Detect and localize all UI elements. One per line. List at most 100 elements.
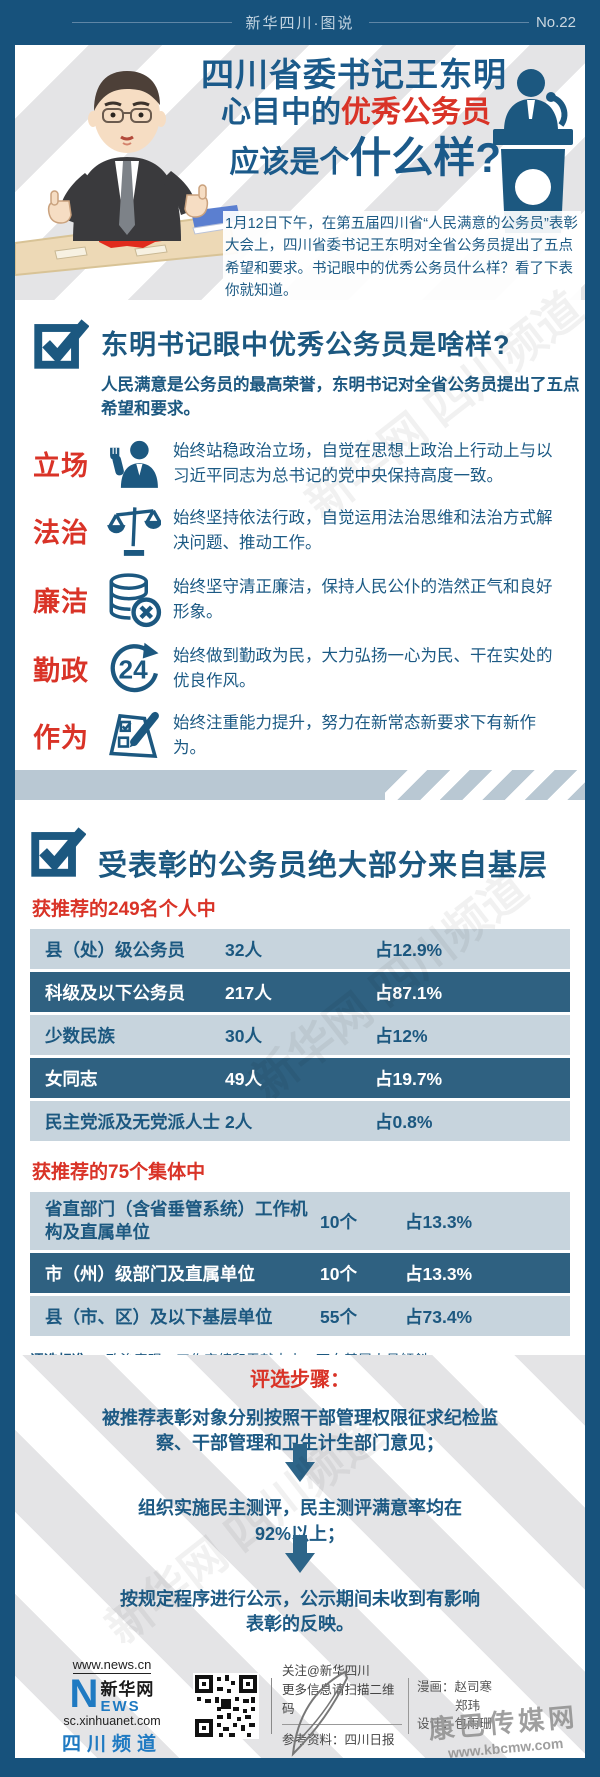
title-highlight: 优秀公务员	[341, 96, 491, 130]
brand-title: 新华四川·图说	[245, 15, 355, 32]
table-row: 科级及以下公务员 217人 占87.1%	[30, 972, 570, 1012]
channel-name: 四川频道	[61, 1734, 162, 1756]
hopes-heading-row: 东明书记眼中优秀公务员是啥样?	[33, 314, 567, 370]
check-square-icon	[34, 319, 89, 369]
news-url: www.news.cn	[72, 1656, 152, 1674]
step-3: 按规定程序进行公示，公示期间未收到有影响表彰的反映。	[120, 1588, 480, 1634]
header-line-left	[71, 22, 232, 23]
svg-text:24: 24	[119, 654, 149, 684]
row-share: 占19.7%	[375, 1068, 443, 1089]
row-count: 55个	[320, 1306, 357, 1327]
clock-24-icon: 24	[105, 641, 163, 697]
hope-label: 立场	[33, 451, 89, 482]
step-1: 被推荐表彰对象分别按照干部管理权限征求纪检监察、干部管理和卫生计生部门意见；	[102, 1408, 498, 1454]
table-row: 县（处）级公务员 32人 占12.9%	[30, 929, 570, 969]
row-share: 占0.8%	[375, 1111, 433, 1132]
list-item: 廉洁 始终坚守清正廉洁，保持人民公仆的浩然正气和良好形象。	[33, 572, 567, 628]
credits-block: 漫画：赵司寒 郑玮 设计：包雨珊	[408, 1677, 493, 1735]
steps-footer-zone: 新华网 四川频道 评选步骤： 被推荐表彰对象分别按照干部管理权限征求纪检监察、干…	[15, 1355, 585, 1758]
steps-title: 评选步骤：	[250, 1369, 350, 1391]
intro-paragraph: 1月12日下午，在第五届四川省“人民满意的公务员”表彰大会上，四川省委书记王东明…	[223, 211, 581, 300]
coins-cross-icon	[105, 572, 163, 628]
hope-text: 始终站稳政治立场，自觉在思想上政治上行动上与以习近平同志为总书记的党中央保持高度…	[173, 442, 553, 485]
hopes-subheading: 人民满意是公务员的最高荣誉，东明书记对全省公务员提出了五点希望和要求。	[101, 376, 580, 418]
row-count: 10个	[320, 1211, 357, 1232]
title-line-1: 四川省委书记王东明	[201, 56, 507, 93]
row-count: 2人	[225, 1111, 253, 1132]
row-label: 民主党派及无党派人士	[45, 1111, 220, 1132]
row-share: 占12.9%	[375, 939, 443, 960]
list-item: 立场 始终站稳政治立场，自觉在思想上政治上行动上与以习近平同志为总书记的党	[33, 438, 567, 490]
arrow-down-icon	[285, 1444, 315, 1483]
hope-label: 勤政	[33, 656, 89, 687]
xinhua-logo: N 新华网 EWS	[37, 1672, 187, 1716]
check-square-icon	[31, 827, 86, 877]
feather-pen-icon	[291, 1670, 349, 1757]
credit-cartoonist-2: 郑玮	[455, 1698, 481, 1713]
stats-section: 新华网 四川频道 受表彰的公务员绝大部分来自基层 获推荐的249名个人中 县（处…	[15, 800, 585, 1410]
table-row: 民主党派及无党派人士 2人 占0.8%	[30, 1101, 570, 1141]
row-count: 30人	[225, 1025, 262, 1046]
credit-cartoonist: 漫画：赵司寒	[417, 1679, 493, 1694]
hope-label: 廉洁	[33, 587, 89, 618]
row-share: 占13.3%	[405, 1211, 473, 1232]
row-share: 占87.1%	[375, 982, 443, 1003]
table-row: 县（市、区）及以下基层单位 55个 占73.4%	[30, 1296, 570, 1336]
content-area: 四川省委书记王东明 心目中的优秀公务员 应该是个什么样? 1月12日下午，在第五…	[15, 45, 592, 1758]
row-label: 女同志	[45, 1068, 98, 1089]
raised-hand-person-icon	[105, 438, 163, 490]
xinhua-n-icon: N	[69, 1672, 99, 1716]
divider-stripes	[385, 770, 585, 800]
stats-heading-row: 受表彰的公务员绝大部分来自基层	[30, 822, 570, 884]
hero-section: 四川省委书记王东明 心目中的优秀公务员 应该是个什么样? 1月12日下午，在第五…	[15, 45, 585, 300]
table-row: 少数民族 30人 占12%	[30, 1015, 570, 1055]
row-share: 占73.4%	[405, 1306, 473, 1327]
hope-text: 始终坚守清正廉洁，保持人民公仆的浩然正气和良好形象。	[173, 578, 553, 621]
hopes-list: 立场 始终站稳政治立场，自觉在思想上政治上行动上与以习近平同志为总书记的党	[33, 438, 567, 762]
row-label: 科级及以下公务员	[45, 982, 185, 1003]
group2-title: 获推荐的75个集体中	[32, 1162, 206, 1183]
row-count: 10个	[320, 1263, 357, 1284]
group1-title: 获推荐的249名个人中	[32, 899, 216, 920]
stats-heading: 受表彰的公务员绝大部分来自基层	[98, 850, 549, 882]
list-item: 作为 始终注重能力提升，努力在新常态新要求下有新作为。	[33, 710, 567, 762]
hopes-heading: 东明书记眼中优秀公务员是啥样?	[101, 330, 511, 360]
row-label: 县（处）级公务员	[45, 939, 185, 960]
row-count: 49人	[225, 1068, 262, 1089]
arrow-down-icon	[285, 1534, 315, 1573]
hope-text: 始终坚持依法行政，自觉运用法治思维和法治方式解决问题、推动工作。	[173, 509, 553, 552]
footer-separator	[282, 1724, 402, 1726]
qr-code	[193, 1673, 259, 1739]
hopes-section: 新华网 四川频道 东明书记眼中优秀公务员是啥样? 人民满意是公务员的最高荣誉，东…	[15, 282, 592, 770]
row-share: 占12%	[375, 1025, 428, 1046]
header-bar: 新华四川·图说	[0, 0, 600, 45]
row-label: 少数民族	[45, 1025, 115, 1046]
table-row: 市（州）级部门及直属单位 10个 占13.3%	[30, 1253, 570, 1293]
hope-label: 法治	[33, 518, 89, 549]
footer-divider	[271, 1678, 272, 1734]
step-2: 组织实施民主测评，民主测评满意率均在92%以上；	[138, 1498, 462, 1544]
footer: www.news.cn N 新华网 EWS sc.xinhuanet.com 四…	[15, 1657, 585, 1758]
credit-designer: 设计：包雨珊	[417, 1717, 493, 1732]
pencil-checklist-icon	[105, 710, 163, 762]
collectives-table: 省直部门（含省垂管系统）工作机构及直属单位 10个 占13.3% 市（州）级部门…	[30, 1192, 570, 1336]
scales-icon	[105, 503, 163, 559]
row-label: 市（州）级部门及直属单位	[45, 1263, 255, 1284]
xinhua-cn: 新华网	[100, 1679, 155, 1699]
title-line-2: 心目中的优秀公务员	[221, 96, 491, 130]
hope-label: 作为	[33, 723, 89, 754]
hope-text: 始终做到勤政为民，大力弘扬一心为民、干在实处的优良作风。	[173, 647, 553, 690]
follow-text: 关注@新华四川	[282, 1664, 370, 1678]
xinhua-logo-block: www.news.cn N 新华网 EWS sc.xinhuanet.com 四…	[37, 1656, 187, 1757]
steps-section: 评选步骤： 被推荐表彰对象分别按照干部管理权限征求纪检监察、干部管理和卫生计生部…	[15, 1355, 585, 1660]
podium-speaker-icon	[493, 69, 573, 233]
list-item: 法治 始终坚持依法行政，自觉运用法治思维和法治方式解决问题、推动工作。	[33, 503, 567, 559]
wang-dongming-illustration	[15, 71, 240, 277]
table-row: 女同志 49人 占19.7%	[30, 1058, 570, 1098]
row-count: 32人	[225, 939, 262, 960]
row-share: 占13.3%	[405, 1263, 473, 1284]
row-label: 省直部门（含省垂管系统）工作机构及直属单位	[45, 1199, 308, 1242]
hope-text: 始终注重能力提升，努力在新常态新要求下有新作为。	[173, 714, 536, 757]
table-row: 省直部门（含省垂管系统）工作机构及直属单位 10个 占13.3%	[30, 1192, 570, 1250]
individuals-table: 县（处）级公务员 32人 占12.9% 科级及以下公务员 217人 占87.1%…	[30, 929, 570, 1141]
